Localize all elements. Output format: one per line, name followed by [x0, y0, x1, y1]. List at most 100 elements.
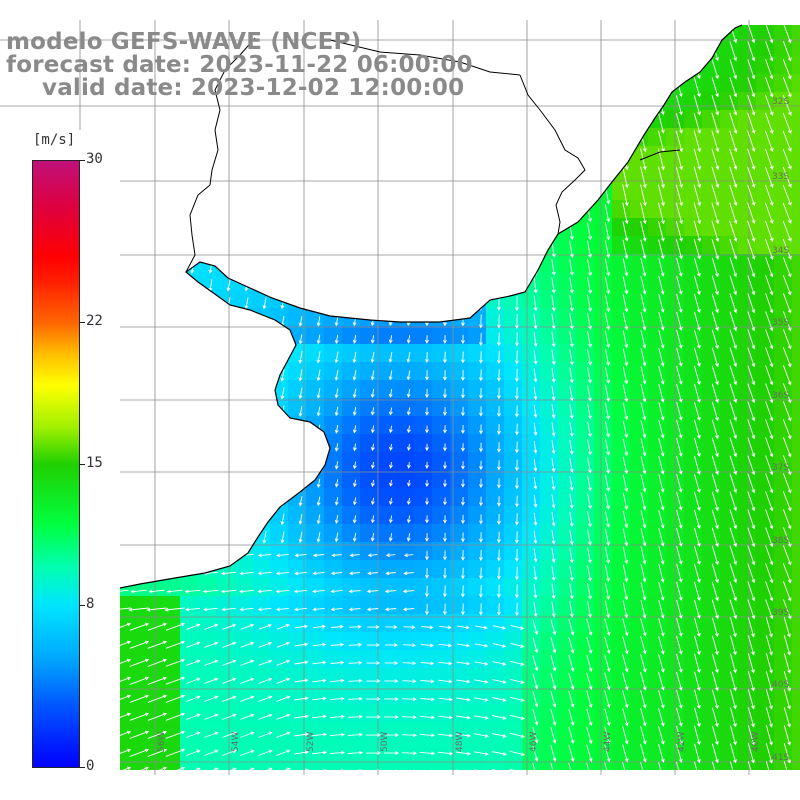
- wind-arrow: [370, 461, 375, 469]
- wind-arrow: [765, 545, 774, 566]
- wind-cell: [126, 704, 145, 723]
- wind-arrow: [419, 751, 436, 756]
- wind-arrow: [388, 388, 393, 398]
- wind-arrow: [676, 689, 683, 709]
- wind-cell: [396, 416, 415, 435]
- wind-arrow: [640, 456, 647, 475]
- wind-cell: [792, 686, 800, 705]
- wind-cell: [558, 758, 577, 770]
- wind-arrow: [425, 425, 429, 434]
- wind-cell: [378, 326, 397, 345]
- wind-arrow: [348, 607, 361, 612]
- wind-arrow: [569, 565, 574, 582]
- wind-arrow: [587, 511, 592, 528]
- wind-cell: [378, 434, 397, 453]
- wind-arrow: [329, 714, 345, 719]
- wind-arrow: [568, 672, 575, 690]
- wind-cell: [612, 236, 631, 255]
- wind-arrow: [352, 351, 357, 364]
- wind-cell: [360, 362, 379, 381]
- wind-arrow: [729, 148, 738, 171]
- wind-cell: [180, 578, 199, 597]
- wind-cell: [486, 362, 505, 381]
- wind-arrow: [658, 582, 665, 601]
- wind-cell: [594, 236, 613, 255]
- wind-arrow: [711, 220, 720, 243]
- wind-cell: [774, 272, 793, 291]
- wind-arrow: [747, 59, 756, 80]
- wind-cell: [306, 704, 325, 723]
- wind-cell: [324, 668, 343, 687]
- wind-cell: [720, 614, 739, 633]
- wind-arrow: [334, 351, 339, 364]
- wind-cell: [468, 632, 487, 651]
- wind-cell: [486, 758, 505, 770]
- wind-arrow: [478, 369, 483, 382]
- wind-arrow: [693, 563, 701, 584]
- wind-cell: [792, 272, 800, 291]
- wind-cell: [630, 218, 649, 237]
- wind-arrow: [747, 527, 756, 548]
- wind-arrow: [711, 491, 719, 512]
- wind-arrow: [130, 589, 147, 594]
- wind-cell: [792, 254, 800, 273]
- wind-cell: [576, 506, 595, 525]
- wind-cell: [756, 722, 775, 741]
- wind-cell: [684, 218, 703, 237]
- wind-arrow: [370, 370, 375, 381]
- wind-cell: [414, 326, 433, 345]
- wind-cell: [414, 704, 433, 723]
- wind-cell: [612, 740, 631, 759]
- wind-arrow: [425, 388, 429, 399]
- wind-cell: [648, 524, 667, 543]
- wind-cell: [198, 740, 217, 759]
- wind-cell: [702, 614, 721, 633]
- wind-cell: [468, 704, 487, 723]
- wind-arrow: [551, 547, 556, 563]
- colorbar-tick-mark: [79, 463, 85, 465]
- wind-cell: [306, 632, 325, 651]
- wind-arrow: [676, 707, 683, 727]
- wind-arrow: [587, 600, 592, 618]
- wind-cell: [738, 308, 757, 327]
- wind-arrow: [765, 617, 773, 638]
- wind-cell: [720, 542, 739, 561]
- wind-arrow: [640, 762, 647, 770]
- wind-arrow: [262, 297, 267, 310]
- wind-arrow: [568, 762, 575, 770]
- wind-arrow: [765, 743, 773, 764]
- wind-arrow: [711, 689, 719, 710]
- wind-cell: [774, 398, 793, 417]
- wind-cell: [522, 650, 541, 669]
- wind-arrow: [514, 332, 519, 347]
- wind-cell: [378, 722, 397, 741]
- wind-arrow: [496, 603, 501, 616]
- wind-arrow: [258, 713, 273, 720]
- wind-cell: [648, 272, 667, 291]
- wind-cell: [306, 398, 325, 417]
- wind-arrow: [765, 563, 774, 584]
- wind-arrow: [443, 370, 447, 381]
- wind-cell: [540, 668, 559, 687]
- wind-cell: [270, 722, 289, 741]
- wind-cell: [792, 578, 800, 597]
- wind-cell: [648, 488, 667, 507]
- wind-arrow: [693, 239, 701, 260]
- wind-arrow: [402, 661, 417, 666]
- wind-cell: [702, 164, 721, 183]
- wind-arrow: [675, 166, 683, 189]
- wind-cell: [612, 596, 631, 615]
- wind-arrow: [348, 714, 363, 719]
- wind-arrow: [765, 257, 774, 278]
- wind-arrow: [312, 696, 327, 701]
- wind-arrow: [640, 528, 647, 547]
- wind-arrow: [747, 202, 756, 224]
- wind-arrow: [221, 607, 236, 612]
- wind-cell: [504, 416, 523, 435]
- wind-cell: [576, 218, 595, 237]
- wind-cell: [720, 308, 739, 327]
- wind-cell: [342, 434, 361, 453]
- wind-cell: [738, 344, 757, 363]
- coastline-path: [0, 24, 743, 613]
- wind-cell: [648, 146, 667, 165]
